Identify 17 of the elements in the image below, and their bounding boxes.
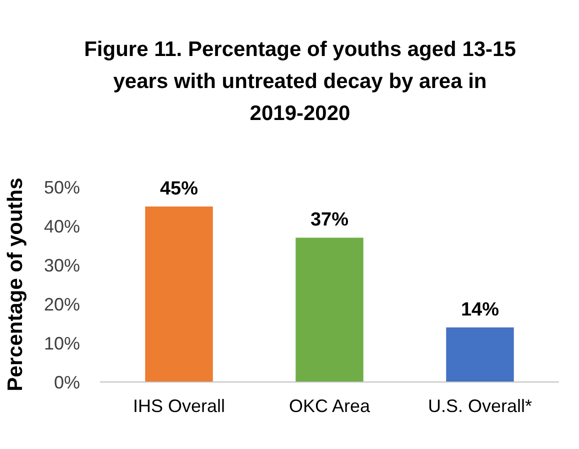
y-tick-label: 30% bbox=[44, 255, 80, 276]
x-tick-label: U.S. Overall* bbox=[428, 396, 532, 416]
x-tick-label: IHS Overall bbox=[132, 396, 226, 416]
bar bbox=[446, 327, 514, 382]
y-tick-label: 0% bbox=[54, 372, 80, 392]
y-tick-label: 50% bbox=[44, 177, 80, 198]
y-tick-label: 40% bbox=[44, 216, 80, 236]
chart-title: Figure 11. Percentage of youths aged 13-15 years with untreated decay by area in 2019-2020 bbox=[84, 38, 516, 125]
data-label: 14% bbox=[460, 299, 500, 320]
y-tick-label: 10% bbox=[44, 333, 80, 354]
bar bbox=[296, 238, 364, 382]
y-axis-title: Percentage of youths bbox=[4, 178, 27, 392]
x-tick-label: OKC Area bbox=[288, 396, 371, 416]
bar bbox=[145, 206, 213, 382]
data-label: 37% bbox=[310, 210, 349, 231]
data-label: 45% bbox=[160, 178, 198, 200]
y-tick-label: 20% bbox=[44, 294, 80, 314]
